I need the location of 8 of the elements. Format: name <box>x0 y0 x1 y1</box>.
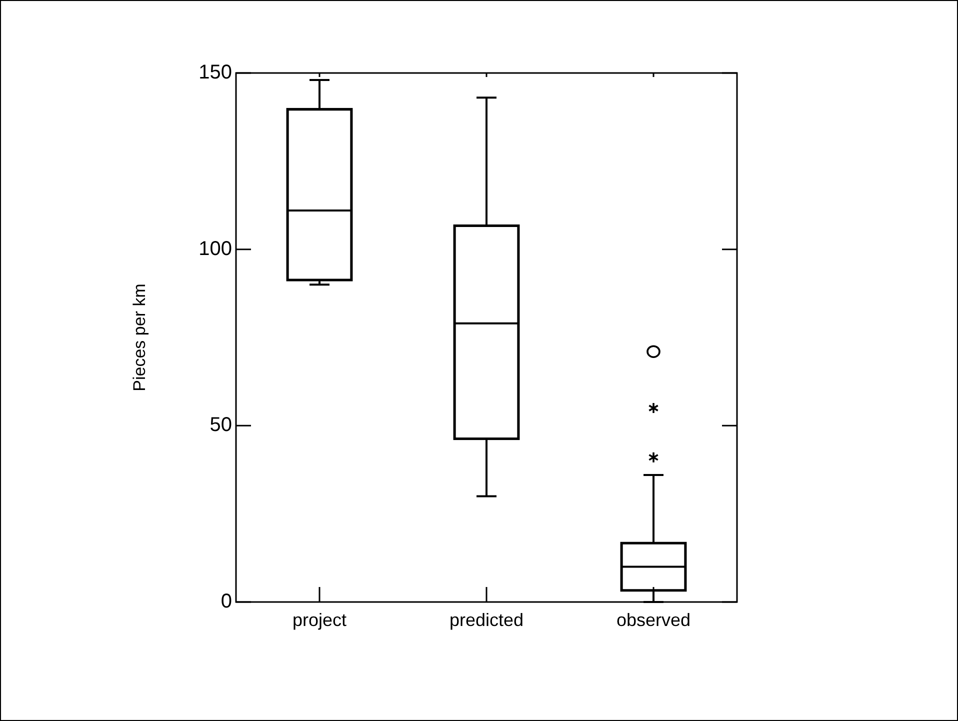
y-tick-label: 0 <box>220 590 232 613</box>
x-tick-label: project <box>292 610 347 630</box>
y-tick-label: 50 <box>210 414 232 436</box>
y-tick-label: 150 <box>198 62 232 84</box>
x-tick-label: predicted <box>449 610 524 630</box>
y-axis-title: Pieces per km <box>130 284 149 392</box>
y-tick-label: 100 <box>198 238 232 260</box>
x-tick-label: observed <box>616 610 691 630</box>
